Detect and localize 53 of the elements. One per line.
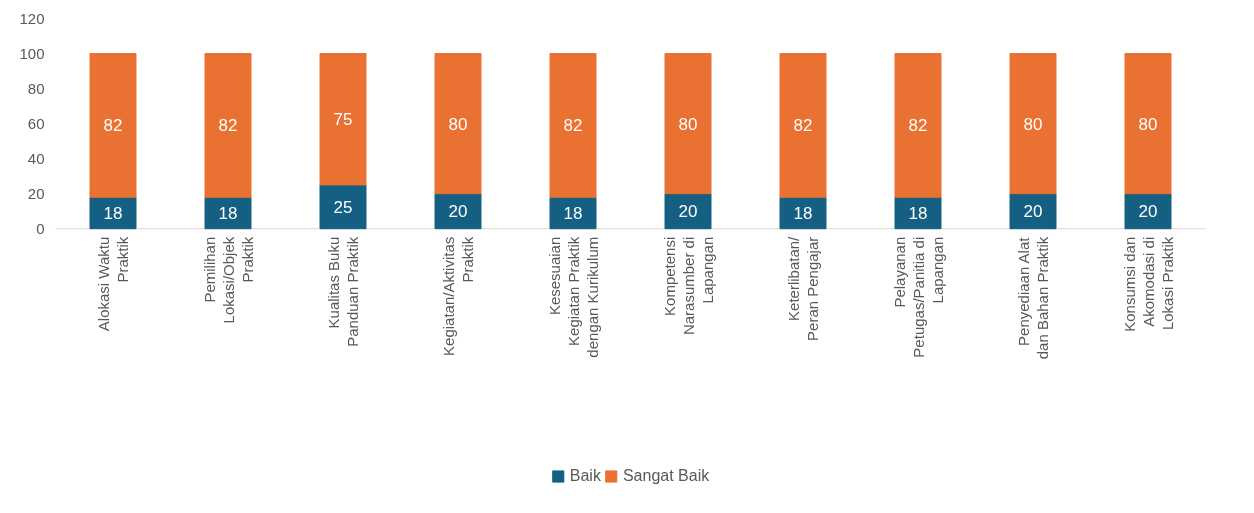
- y-tick-label: 80: [27, 79, 45, 97]
- y-tick-label: 40: [27, 149, 45, 167]
- x-tick-label: Kegiatan/Aktivitas Praktik: [440, 236, 476, 356]
- bar: [664, 193, 712, 230]
- x-tick-label: Alokasi Waktu Praktik: [95, 236, 131, 332]
- data-label: 20: [1023, 202, 1043, 222]
- bar: [89, 53, 137, 198]
- y-tick-label: 20: [27, 184, 45, 202]
- y-tick-label: 100: [19, 44, 45, 62]
- data-label: 25: [333, 197, 353, 217]
- x-tick-label: Keterlibatan/ Peran Pengajar: [785, 235, 821, 341]
- data-label: 20: [1138, 202, 1158, 222]
- bar: [894, 53, 942, 198]
- x-tick-label: Kualitas Buku Panduan Praktik: [325, 236, 361, 347]
- y-tick-label: 120: [19, 9, 45, 27]
- bar: [779, 53, 827, 198]
- bar: [664, 53, 712, 195]
- data-label: 18: [908, 203, 928, 223]
- bar: [549, 53, 597, 198]
- bar: [434, 193, 482, 230]
- data-label: 80: [678, 114, 698, 134]
- x-tick-label: Pemilihan Lokasi/Objek Praktik: [200, 236, 256, 324]
- bar: [319, 53, 367, 186]
- data-label: 80: [1138, 114, 1158, 134]
- bar: [1124, 53, 1172, 195]
- data-label: 20: [678, 202, 698, 222]
- data-label: 18: [218, 203, 238, 223]
- data-label: 80: [448, 114, 468, 134]
- bar: [1009, 193, 1057, 230]
- y-tick-label: 0: [36, 219, 45, 237]
- data-label: 82: [563, 116, 583, 136]
- y-tick-label: 60: [27, 114, 45, 132]
- data-label: 82: [793, 116, 813, 136]
- bar: [1124, 193, 1172, 230]
- data-label: 20: [448, 202, 468, 222]
- x-tick-label: Pelayanan Petugas/Panitia di Lapangan: [890, 236, 946, 358]
- legend-label: Baik: [569, 467, 601, 485]
- bar: [1009, 53, 1057, 195]
- data-label: 82: [103, 116, 123, 136]
- data-label: 80: [1023, 114, 1043, 134]
- legend-label: Sangat Baik: [622, 467, 710, 485]
- bar: [319, 184, 367, 230]
- x-tick-label: Kesesuaian Kegiatan Praktik dengan Kurikulum: [545, 236, 601, 358]
- data-label: 18: [793, 203, 813, 223]
- data-label: 18: [103, 203, 123, 223]
- data-label: 82: [218, 116, 238, 136]
- bar: [434, 53, 482, 195]
- data-label: 75: [333, 110, 353, 130]
- data-label: 82: [908, 116, 928, 136]
- x-tick-label: Penyediaan Alat dan Bahan Praktik: [1015, 236, 1051, 360]
- bar: [204, 53, 252, 198]
- x-tick-label: Kompetensi Narasumber di Lapangan: [660, 236, 716, 336]
- data-label: 18: [563, 203, 583, 223]
